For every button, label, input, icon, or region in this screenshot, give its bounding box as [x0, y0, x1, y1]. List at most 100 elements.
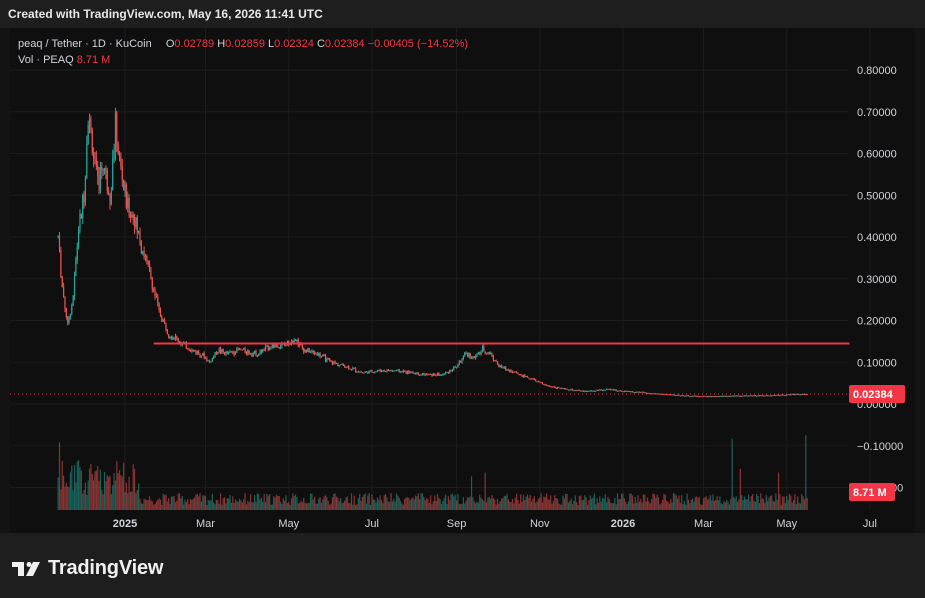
- candle-body: [616, 390, 619, 392]
- candle-body: [363, 372, 365, 374]
- volume-bar: [309, 493, 312, 510]
- volume-bar: [462, 497, 464, 510]
- candle-body: [644, 392, 646, 394]
- candle-body: [202, 352, 204, 356]
- candle-body: [596, 390, 598, 392]
- volume-bar: [805, 435, 807, 510]
- volume-bar: [387, 501, 389, 510]
- candle-body: [520, 374, 522, 376]
- volume-bar: [479, 494, 481, 510]
- volume-bar: [193, 497, 196, 510]
- candle-body: [374, 371, 376, 373]
- volume-bar: [723, 501, 725, 510]
- candle-body: [348, 366, 350, 369]
- volume-bar: [199, 493, 201, 510]
- candle-body: [127, 198, 129, 208]
- volume-bar: [499, 501, 501, 510]
- volume-bar: [446, 504, 448, 510]
- volume-bar: [274, 497, 276, 510]
- volume-tag: [849, 483, 895, 501]
- candle-body: [544, 384, 546, 386]
- volume-bar: [749, 501, 751, 510]
- volume-bar: [249, 494, 252, 510]
- volume-bar: [346, 496, 348, 510]
- candle-body: [64, 296, 66, 309]
- volume-bar: [794, 494, 796, 510]
- volume-bar: [806, 497, 808, 510]
- volume-bar: [380, 500, 383, 510]
- candle-body: [524, 374, 526, 377]
- candle-body: [327, 357, 329, 359]
- volume-bar: [323, 496, 325, 510]
- volume-bar: [334, 493, 336, 510]
- volume-bar: [608, 498, 610, 510]
- candle-body: [305, 349, 308, 353]
- candle-body: [226, 352, 228, 354]
- volume-bar: [547, 499, 549, 510]
- candle-body: [738, 395, 740, 397]
- candle-body: [172, 337, 174, 339]
- volume-bar: [315, 503, 317, 510]
- volume-bar: [374, 500, 376, 510]
- volume-bar: [120, 475, 122, 510]
- y-axis-tick-label: 0.70000: [857, 107, 897, 119]
- volume-bar: [798, 502, 800, 510]
- volume-bar: [599, 496, 601, 510]
- candle-body: [424, 374, 426, 376]
- candle-body: [585, 390, 587, 392]
- candle-body: [518, 374, 520, 376]
- candle-body: [222, 349, 224, 353]
- volume-bar: [450, 494, 452, 510]
- volume-bar: [752, 494, 754, 510]
- candle-body: [150, 271, 152, 280]
- volume-bar: [353, 495, 355, 510]
- candle-body: [79, 213, 81, 231]
- candle-body: [449, 370, 451, 374]
- candle-body: [525, 375, 527, 377]
- candle-body: [174, 336, 177, 339]
- volume-bar: [659, 504, 661, 510]
- candle-body: [462, 355, 464, 359]
- volume-bar: [412, 497, 414, 510]
- candle-body: [487, 352, 489, 354]
- candle-body: [573, 390, 575, 392]
- candle-body: [499, 365, 501, 368]
- volume-label: Vol · PEAQ: [18, 54, 74, 66]
- volume-bar: [637, 494, 639, 510]
- volume-bar: [73, 464, 76, 510]
- volume-bar: [514, 497, 516, 510]
- change-value: −0.00405 (−14.52%): [367, 38, 469, 50]
- volume-bar: [188, 504, 190, 510]
- candle-body: [634, 391, 636, 393]
- volume-bar: [767, 500, 769, 510]
- candle-body: [780, 394, 782, 396]
- volume-bar: [738, 499, 740, 510]
- volume-bar: [286, 503, 288, 510]
- candle-body: [68, 318, 70, 323]
- volume-bar: [369, 504, 372, 510]
- volume-bar: [189, 498, 192, 510]
- candle-body: [548, 385, 550, 387]
- candle-body: [234, 352, 237, 355]
- volume-bar: [82, 493, 84, 510]
- candle-body: [576, 390, 578, 392]
- volume-bar: [611, 503, 613, 510]
- candle-body: [214, 352, 216, 357]
- volume-bar: [442, 500, 444, 510]
- candle-body: [686, 395, 688, 397]
- tradingview-brand[interactable]: TradingView: [12, 557, 163, 580]
- symbol-label[interactable]: peaq / Tether · 1D · KuCoin: [18, 38, 152, 50]
- candle-body: [230, 351, 233, 353]
- candle-body: [93, 152, 95, 159]
- volume-bar: [712, 494, 714, 510]
- candle-body: [125, 184, 127, 208]
- volume-bar: [277, 495, 279, 510]
- candle-body: [368, 370, 370, 374]
- volume-bar: [72, 490, 74, 510]
- candle-body: [720, 395, 722, 397]
- volume-bar: [543, 496, 545, 510]
- candle-body: [475, 355, 477, 359]
- volume-bar: [569, 500, 571, 510]
- volume-bar: [784, 503, 786, 510]
